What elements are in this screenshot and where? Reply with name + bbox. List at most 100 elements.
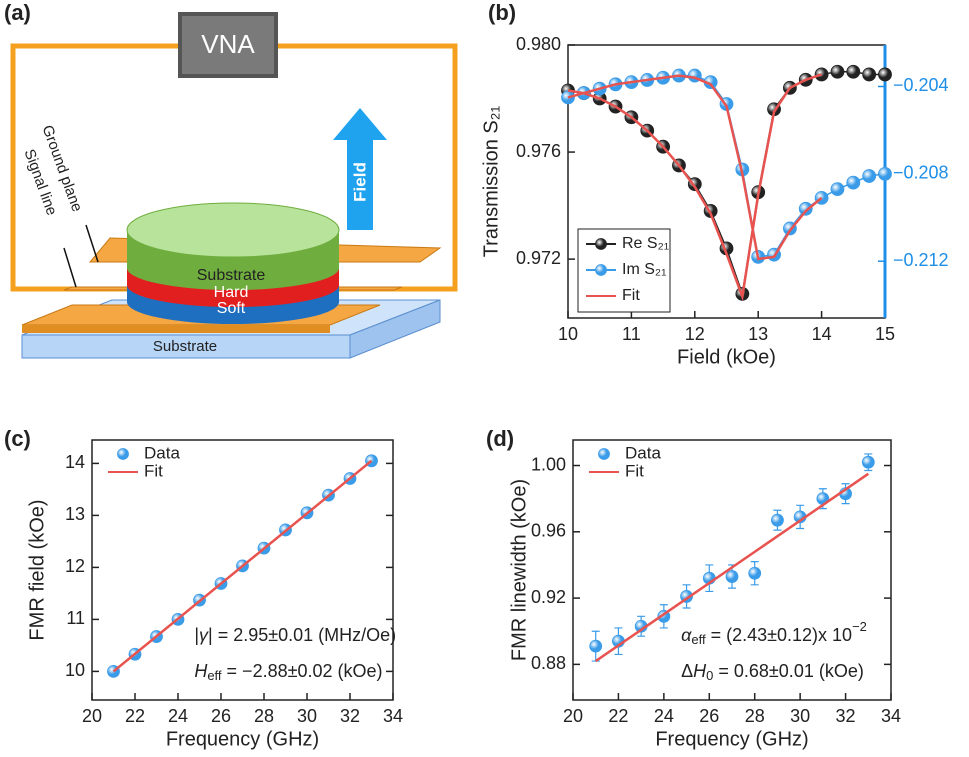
legend-marker bbox=[595, 264, 607, 276]
data-point bbox=[878, 67, 892, 82]
annotation: ΔH0 = 0.68±0.01 (kOe) bbox=[681, 661, 864, 684]
vna-box bbox=[178, 12, 278, 78]
x-tick-label: 26 bbox=[211, 706, 231, 726]
annotation-part: Δ bbox=[681, 661, 693, 681]
x-tick-label: 12 bbox=[685, 324, 705, 344]
y2-tick-label: −0.204 bbox=[893, 75, 949, 95]
data-point bbox=[771, 513, 784, 527]
legend-marker bbox=[117, 448, 129, 460]
y-axis-label: FMR field (kOe) bbox=[26, 499, 48, 640]
substrate-side bbox=[349, 299, 441, 359]
x-tick-label: 32 bbox=[340, 706, 360, 726]
x-tick-label: 20 bbox=[82, 706, 102, 726]
annotation-part: H bbox=[693, 661, 707, 681]
data-point bbox=[846, 175, 861, 190]
vna-label: VNA bbox=[201, 29, 255, 59]
y-tick-label: 0.88 bbox=[531, 653, 566, 673]
annotation-part: eff bbox=[691, 632, 706, 647]
x-tick-label: 26 bbox=[699, 706, 719, 726]
x-tick-label: 10 bbox=[558, 324, 578, 344]
series-line bbox=[112, 459, 373, 673]
annotation-part: = −2.88±0.02 (kOe) bbox=[222, 661, 383, 681]
x-tick-label: 30 bbox=[297, 706, 317, 726]
x-axis-label: Field (kOe) bbox=[677, 346, 776, 368]
plot-frame bbox=[572, 439, 892, 701]
data-point bbox=[748, 566, 762, 580]
diagram: VNA Substrate Hard Soft Substrate Field … bbox=[10, 12, 458, 359]
y-tick-label: 12 bbox=[65, 556, 85, 576]
annotation-part: | bbox=[194, 625, 199, 645]
legend-label: Data bbox=[625, 443, 661, 462]
ground-strip-edge bbox=[22, 325, 330, 333]
annotation: Heff = −2.88±0.02 (kOe) bbox=[194, 661, 382, 684]
x-tick-label: 13 bbox=[748, 324, 768, 344]
series-line bbox=[567, 73, 822, 302]
data-point bbox=[830, 182, 845, 197]
y2-tick-label: −0.208 bbox=[893, 163, 949, 183]
base-label: Substrate bbox=[153, 338, 217, 355]
field-label: Field bbox=[350, 162, 369, 202]
x-axis-label: Frequency (GHz) bbox=[166, 728, 319, 750]
y2-tick-label: −0.212 bbox=[893, 250, 949, 270]
layer-label: Hard bbox=[214, 284, 249, 301]
annotation-part: = 0.68±0.01 (kOe) bbox=[713, 661, 863, 681]
x-tick-label: 30 bbox=[790, 706, 810, 726]
annotation-part: H bbox=[194, 661, 208, 681]
legend-marker bbox=[595, 238, 607, 250]
x-tick-label: 34 bbox=[881, 706, 901, 726]
y-tick-label: 13 bbox=[65, 504, 85, 524]
data-point bbox=[861, 455, 875, 469]
pointer bbox=[85, 224, 99, 263]
annotation-part: α bbox=[681, 625, 692, 645]
data-point bbox=[589, 639, 603, 653]
x-tick-label: 24 bbox=[168, 706, 188, 726]
data-point bbox=[862, 67, 877, 82]
legend-label: Fit bbox=[622, 287, 640, 304]
pointer bbox=[63, 247, 77, 288]
layer-label: Soft bbox=[217, 300, 246, 317]
x-tick-label: 14 bbox=[812, 324, 832, 344]
legend-label: Im S₂₁ bbox=[622, 261, 667, 278]
series-line bbox=[567, 74, 823, 261]
panel-label: (d) bbox=[486, 426, 514, 451]
x-tick-label: 11 bbox=[622, 324, 641, 344]
layer-label: Substrate bbox=[197, 267, 266, 284]
x-tick-label: 22 bbox=[608, 706, 628, 726]
x-tick-label: 15 bbox=[875, 324, 895, 344]
panel-label: (c) bbox=[4, 426, 31, 451]
y-tick-label: 1.00 bbox=[531, 454, 566, 474]
data-point bbox=[830, 64, 845, 79]
x-tick-label: 22 bbox=[125, 706, 145, 726]
y-tick-label: 0.92 bbox=[531, 587, 566, 607]
legend-label: Fit bbox=[625, 461, 644, 480]
legend-marker bbox=[598, 448, 610, 460]
data-point bbox=[725, 570, 739, 583]
y-tick-label: 14 bbox=[65, 452, 85, 472]
x-tick-label: 28 bbox=[254, 706, 274, 726]
annotation: αeff = (2.43±0.12)x 10−2 bbox=[681, 619, 867, 647]
legend-label: Data bbox=[144, 443, 180, 462]
x-tick-label: 32 bbox=[836, 706, 856, 726]
field-arrow bbox=[333, 108, 387, 230]
panel-label: (b) bbox=[488, 0, 516, 25]
annotation-part: 0 bbox=[706, 668, 713, 683]
annotation: |γ| = 2.95±0.01 (MHz/Oe) bbox=[194, 625, 396, 645]
annotation-part: = (2.43±0.12)x 10 bbox=[706, 625, 852, 645]
x-tick-label: 24 bbox=[654, 706, 674, 726]
annotation-part: −2 bbox=[852, 619, 867, 634]
plot-frame bbox=[91, 439, 394, 701]
panel-label: (a) bbox=[4, 0, 31, 25]
y-tick-label: 0.96 bbox=[531, 521, 566, 541]
y-tick-label: 11 bbox=[66, 608, 85, 628]
annotation-part: | = 2.95±0.01 (MHz/Oe) bbox=[208, 625, 396, 645]
y-tick-label: 0.980 bbox=[516, 34, 561, 54]
y-axis-label: Transmission S₂₁ bbox=[480, 105, 502, 257]
y-tick-label: 10 bbox=[65, 660, 85, 680]
x-axis-label: Frequency (GHz) bbox=[655, 728, 808, 750]
annotation-part: eff bbox=[207, 668, 222, 683]
data-point bbox=[798, 201, 813, 216]
y-axis-label: FMR linewidth (kOe) bbox=[508, 479, 530, 661]
x-tick-label: 20 bbox=[563, 706, 583, 726]
x-tick-label: 28 bbox=[745, 706, 765, 726]
